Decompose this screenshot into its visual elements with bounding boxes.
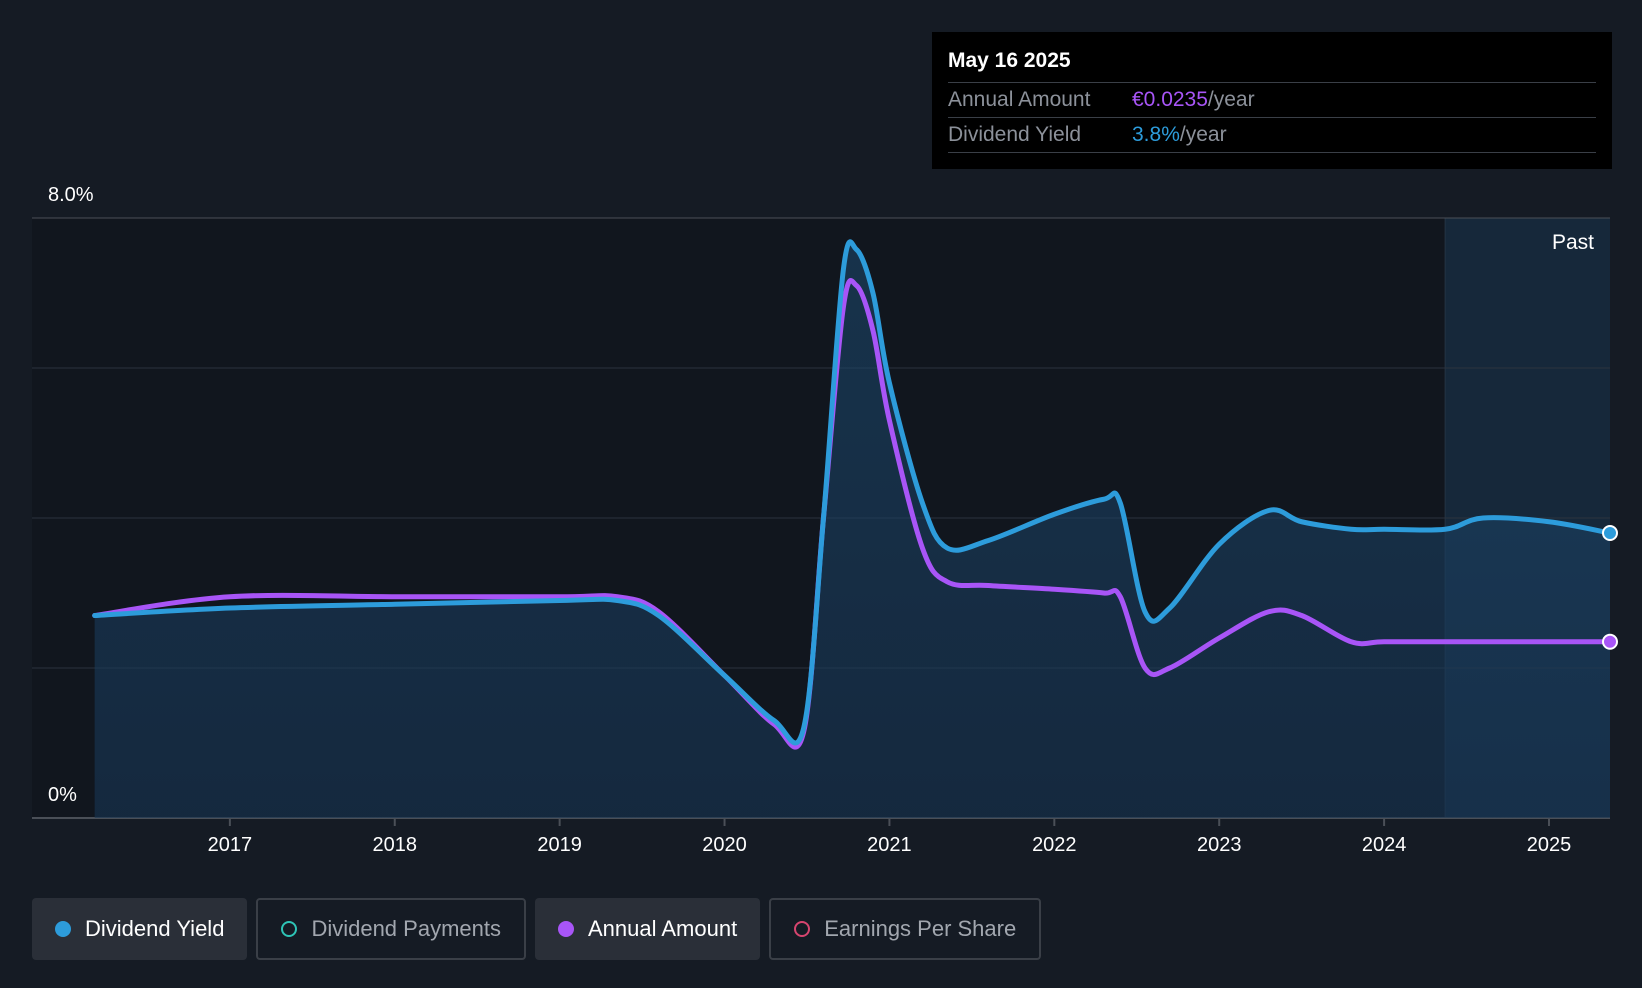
- tooltip-value: 3.8%: [1132, 123, 1180, 146]
- tooltip-row-dividend-yield: Dividend Yield 3.8%/year: [948, 118, 1596, 153]
- legend-annual-amount[interactable]: Annual Amount: [534, 898, 761, 960]
- tooltip-date: May 16 2025: [948, 46, 1596, 83]
- legend: Dividend Yield Dividend Payments Annual …: [32, 898, 1042, 960]
- annual-amount-line: [92, 278, 1613, 750]
- annual-amount-end-marker: [1602, 633, 1618, 650]
- x-tick-label: 2022: [1032, 834, 1077, 856]
- x-tick-label: 2019: [537, 834, 582, 856]
- tooltip-value: €0.0235: [1132, 88, 1208, 111]
- legend-label: Annual Amount: [587, 916, 738, 941]
- x-tick-label: 2025: [1527, 834, 1572, 856]
- dividend-yield-end-marker: [1602, 525, 1618, 541]
- x-tick-label: 2020: [702, 834, 747, 856]
- tooltip-unit: /year: [1179, 123, 1227, 146]
- y-axis-min-label: 0%: [48, 784, 77, 806]
- dividend-yield-area: [94, 241, 1610, 818]
- x-tick-label: 2023: [1197, 834, 1242, 856]
- legend-dot-icon: [281, 921, 298, 937]
- x-tick-label: 2017: [208, 834, 253, 856]
- tooltip-row-annual-amount: Annual Amount €0.0235/year: [948, 83, 1596, 118]
- legend-dot-icon: [55, 921, 71, 937]
- x-tick-label: 2018: [373, 834, 418, 856]
- legend-dividend-yield[interactable]: Dividend Yield: [32, 898, 248, 960]
- legend-label: Earnings Per Share: [824, 916, 1017, 941]
- legend-dot-icon: [557, 921, 574, 937]
- tooltip-label: Dividend Yield: [948, 123, 1082, 146]
- dividend-yield-line: [92, 239, 1613, 746]
- legend-earnings-per-share[interactable]: Earnings Per Share: [769, 898, 1042, 960]
- tooltip-unit: /year: [1207, 88, 1255, 111]
- tooltip-label: Annual Amount: [948, 88, 1091, 111]
- y-axis-max-label: 8.0%: [48, 184, 94, 206]
- legend-dot-icon: [794, 921, 811, 937]
- legend-dividend-payments[interactable]: Dividend Payments: [256, 898, 526, 960]
- legend-label: Dividend Yield: [85, 916, 225, 941]
- past-label: Past: [1552, 231, 1594, 254]
- legend-label: Dividend Payments: [311, 916, 501, 941]
- x-tick-label: 2021: [867, 834, 912, 856]
- x-tick-label: 2024: [1362, 834, 1407, 856]
- tooltip: May 16 2025 Annual Amount €0.0235/year D…: [932, 32, 1612, 169]
